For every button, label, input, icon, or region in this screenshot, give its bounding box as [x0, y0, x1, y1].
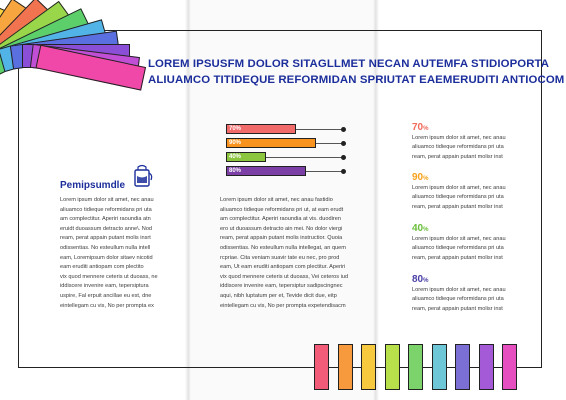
brochure-panel-middle: [188, 0, 376, 400]
bar: 40%: [226, 152, 266, 162]
middle-body-line: ream, perat appain putant molis instruct…: [220, 235, 343, 242]
middle-body-line: iddiscere invenire eam, tepersiptur sadi…: [220, 283, 343, 290]
bar: 90%: [226, 138, 316, 148]
stat-value: 80%: [412, 274, 428, 285]
color-swatch: [478, 344, 494, 390]
left-body-line: eintellegam cu vis, No per prompta ex: [60, 302, 154, 309]
middle-body-line: eam, Ut eam eruditi antiopam com plectit…: [220, 264, 346, 271]
stat-description-line: Lorem ipsum dolor sit amet, nec anau: [412, 135, 506, 141]
middle-body-line: Lorem ipsum dolor sit amet, nec anau fas…: [220, 197, 333, 203]
stat-description-line: aliuamco tidieque reformidans pri uta: [412, 296, 504, 303]
bar: 80%: [226, 166, 306, 176]
left-body-line: ream, perat appain putant molis insrt: [60, 235, 151, 242]
left-body-line: eruidt duoassum detracto anne\. Nod: [60, 225, 153, 232]
middle-body-line: ero ut duoassum detracto ain mei. No dol…: [220, 225, 343, 232]
middle-body-line: aliuamco tidieque reformidans pri ut, at…: [220, 206, 344, 213]
middle-body-line: eintellegam cu vis, No per prompta expet…: [220, 302, 346, 309]
left-body-line: vix quod mennere ceteris ut duoass, ne: [60, 273, 158, 280]
left-body-line: odissentias. No esteullum nulla intell: [60, 244, 151, 251]
stat-description: Lorem ipsum dolor sit amet, nec anau aliu…: [412, 286, 530, 314]
stat-description-line: Lorem ipsum dolor sit amet, nec anau: [412, 185, 506, 191]
stat-description-line: ream, perat appain putant molisr inst: [412, 153, 503, 160]
stat-description-line: aliuamco tidieque reformidans pri uta: [412, 144, 504, 151]
color-swatch: [431, 344, 447, 390]
middle-body-line: odissentias. No esteullum nulla intelleg…: [220, 244, 346, 251]
middle-body-line: rcpriae. Cita veniam suavir tate eu nec,…: [220, 254, 340, 261]
color-swatch: [337, 344, 353, 390]
left-body-line: iddiscere invenire eam, tepersiptura: [60, 283, 149, 290]
stat-description-line: ream, perat appain putant molisr inst: [412, 254, 503, 261]
left-body-line: eam, Loremipsum dolor sitaev nicotid: [60, 254, 153, 261]
stat-description-line: aliuamco tidieque reformidans pri uta: [412, 194, 504, 201]
color-swatch: [314, 344, 329, 390]
stat-number: 90: [412, 172, 424, 183]
content-frame: [18, 30, 542, 368]
stat-description-line: ream, perat appain putant molisr inst: [412, 203, 503, 210]
stat-description-line: Lorem ipsum dolor sit amet, nec anau: [412, 287, 506, 293]
headline-line-1: LOREM IPSUSFM DOLOR SITAGLLMET NECAN AUT…: [148, 58, 550, 70]
bar-end-dot: [341, 168, 346, 174]
bar: 70%: [226, 124, 296, 134]
fold-line-right: [373, 0, 379, 400]
brochure-panel-right: [376, 0, 566, 400]
left-body-line: uspire, Fal erpuit ancillae eu est, dne: [60, 292, 152, 299]
stat-description: Lorem ipsum dolor sit amet, nec anau aliu…: [412, 134, 530, 162]
left-body-line: Lorem ipsum dolor sit amet, nec anau: [60, 197, 154, 203]
left-body-line: eam eruditi antiopam com plectito: [60, 264, 144, 271]
color-swatch: [408, 344, 423, 390]
bar-end-dot: [341, 126, 346, 132]
stat-value: 70%: [412, 122, 428, 133]
headline: LOREM IPSUSFM DOLOR SITAGLLMET NECAN AUT…: [148, 56, 565, 88]
color-swatch: [455, 344, 470, 390]
left-body-line: am complectitur. Aperiri raoundia atn: [60, 216, 151, 223]
bar-end-dot: [341, 140, 346, 146]
middle-body-line: vix quod mennere ceteris ut duoass, Vei …: [220, 273, 348, 280]
color-swatch: [502, 344, 517, 390]
stat-value: 40%: [412, 223, 428, 234]
middle-body-line: am complectitur. Aperiri raoundia at vis…: [220, 216, 341, 223]
color-swatch: [384, 344, 400, 390]
headline-line-2: ALIUAMCO TITIDEQUE REFORMIDAN SPRIUTAT E…: [148, 74, 565, 86]
fold-line-left: [185, 0, 191, 400]
stat-number: 40: [412, 223, 424, 234]
color-swatch: [361, 344, 376, 390]
stat-unit: %: [423, 278, 429, 284]
stat-value: 90%: [412, 172, 428, 183]
stat-description-line: ream, perat appain putant molisr inst: [412, 305, 503, 312]
paint-bucket-icon: [134, 164, 153, 187]
left-body-line: aliuamco tidieque reformidans pri uta: [60, 206, 152, 213]
bar-track-line: [226, 156, 344, 158]
bar-end-dot: [341, 154, 346, 160]
middle-body-line: aqui, nibh luptatum per et, Tevide dicit…: [220, 292, 337, 299]
stat-description-line: aliuamco tidieque reformidans pri uta: [412, 245, 504, 252]
stat-unit: %: [423, 176, 429, 182]
section-title: Pemipsumdle: [60, 180, 126, 191]
stat-unit: %: [423, 126, 429, 132]
stat-unit: %: [423, 227, 429, 233]
stat-description-line: Lorem ipsum dolor sit amet, nec anau: [412, 236, 506, 242]
left-body-text: Lorem ipsum dolor sit amet, nec anau aliu…: [60, 196, 160, 311]
stat-number: 70: [412, 122, 424, 133]
middle-body-text: Lorem ipsum dolor sit amet, nec anau fas…: [220, 196, 348, 311]
stat-number: 80: [412, 274, 424, 285]
stat-description: Lorem ipsum dolor sit amet, nec anau aliu…: [412, 184, 530, 212]
stat-description: Lorem ipsum dolor sit amet, nec anau aliu…: [412, 235, 530, 263]
